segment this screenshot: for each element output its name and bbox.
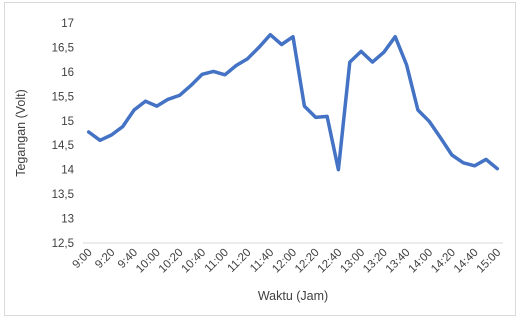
data-point <box>235 64 238 67</box>
data-point <box>223 73 227 77</box>
x-tick-label: 10:20 <box>157 247 186 276</box>
y-tick-label: 14 <box>61 165 74 177</box>
y-tick-label: 13 <box>61 214 74 226</box>
x-tick-label: 10:40 <box>179 247 208 276</box>
x-tick-label: 14:40 <box>452 247 481 276</box>
x-tick-label: 11:40 <box>248 247 276 275</box>
data-point <box>121 125 124 128</box>
data-point <box>394 35 397 38</box>
y-tick-label: 15,5 <box>52 91 74 103</box>
x-axis-ticks: 9:009:209:4010:0010:2010:4011:0011:2011:… <box>70 247 503 276</box>
y-tick-label: 16 <box>61 67 74 79</box>
y-axis-title: Tegangan (Volt) <box>14 89 28 177</box>
x-tick-label: 11:20 <box>225 247 253 275</box>
data-point <box>155 104 158 108</box>
data-point <box>348 60 351 64</box>
x-tick-label: 14:00 <box>407 247 436 276</box>
data-point <box>484 158 488 161</box>
data-point <box>371 60 374 64</box>
data-point <box>144 100 147 103</box>
y-tick-label: 12,5 <box>52 238 74 250</box>
data-point <box>314 116 317 119</box>
y-tick-label: 13,5 <box>52 189 74 201</box>
data-point <box>303 104 306 108</box>
chart-area: 12,5 13 13,5 14 14,5 15 15,5 16 16,5 17 9:00 9:20 9… <box>4 2 516 316</box>
data-point <box>132 108 136 112</box>
series-line <box>86 32 500 172</box>
x-tick-label: 13:40 <box>384 247 413 276</box>
data-point <box>382 51 385 54</box>
data-point <box>337 168 340 171</box>
series-layer <box>86 32 500 172</box>
data-point <box>166 98 170 101</box>
x-tick-label: 12:40 <box>316 247 345 276</box>
x-tick-label: 12:20 <box>293 247 322 276</box>
data-point <box>473 164 476 167</box>
data-point <box>462 161 465 164</box>
data-point <box>496 167 499 170</box>
data-point <box>325 115 329 118</box>
data-point <box>178 94 181 97</box>
x-tick-label: 13:00 <box>338 247 367 276</box>
data-point <box>428 120 431 123</box>
y-axis-ticks: 12,5 13 13,5 14 14,5 15 15,5 16 16,5 17 <box>52 18 75 250</box>
y-tick-label: 17 <box>61 18 74 30</box>
data-point <box>110 133 113 137</box>
x-axis-title: Waktu (Jam) <box>258 289 328 303</box>
data-point <box>98 139 102 142</box>
data-point <box>416 108 420 112</box>
data-point <box>450 153 454 157</box>
data-point <box>405 63 408 66</box>
data-point <box>212 70 215 73</box>
x-tick-label: 15:00 <box>475 247 504 276</box>
y-tick-label: 15 <box>61 116 74 128</box>
data-point <box>246 57 249 60</box>
data-point <box>201 73 204 76</box>
data-point <box>439 136 442 140</box>
data-point <box>269 33 272 36</box>
x-tick-label: 14:20 <box>429 247 458 276</box>
x-tick-label: 12:00 <box>270 247 299 276</box>
data-point <box>189 84 192 87</box>
data-point <box>359 50 363 53</box>
data-point <box>257 46 261 49</box>
x-tick-label: 11:00 <box>203 247 231 275</box>
x-tick-label: 9:00 <box>70 247 94 271</box>
x-tick-label: 10:00 <box>134 247 163 276</box>
data-point <box>87 130 90 134</box>
line-chart: 12,5 13 13,5 14 14,5 15 15,5 16 16,5 17 9:009:209… <box>14 18 503 303</box>
y-tick-label: 14,5 <box>52 140 74 152</box>
data-point <box>291 35 295 38</box>
data-point <box>280 43 283 46</box>
x-tick-label: 9:20 <box>93 247 117 271</box>
x-tick-label: 13:20 <box>361 247 390 276</box>
y-tick-label: 16,5 <box>52 42 74 54</box>
